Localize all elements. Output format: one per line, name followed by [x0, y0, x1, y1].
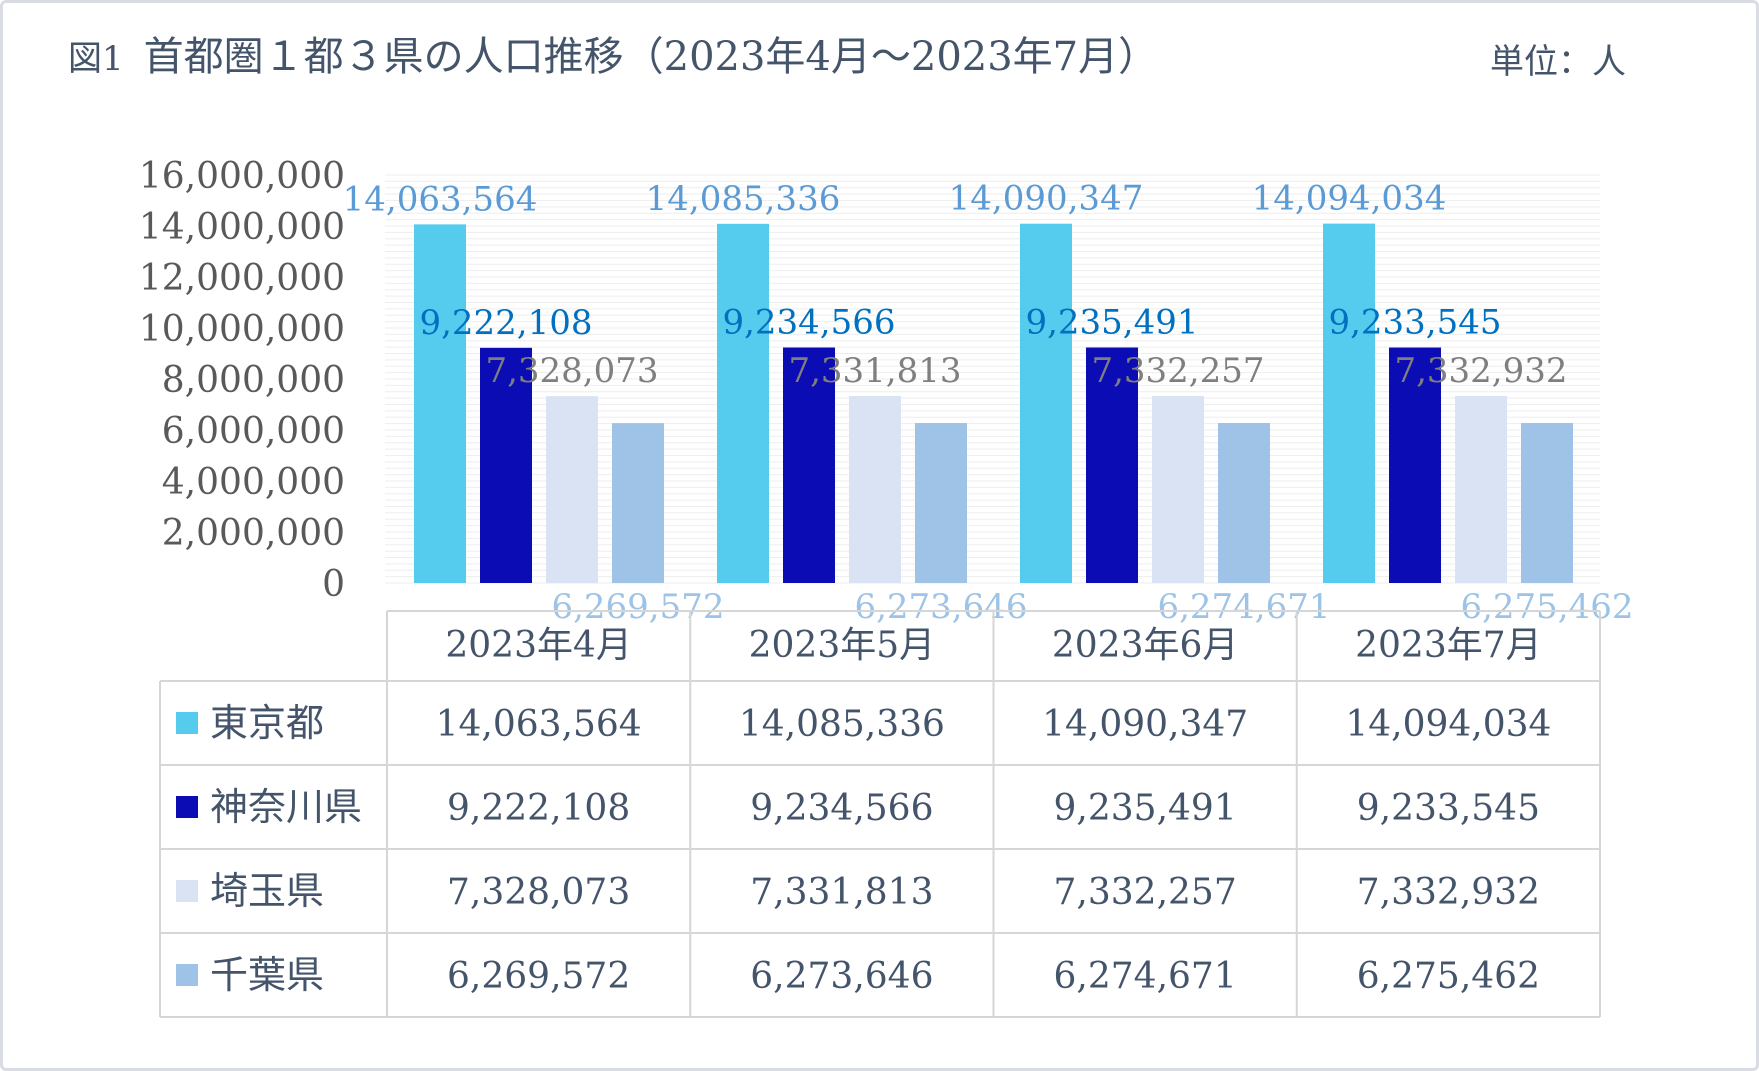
title-text: 首都圏１都３県の人口推移（2023年4月〜2023年7月） [143, 34, 1159, 80]
x-category-label: 2023年5月 [749, 625, 936, 666]
data-label: 9,222,108 [419, 303, 592, 343]
data-label: 14,085,336 [646, 179, 841, 219]
data-label: 14,090,347 [949, 179, 1144, 219]
x-category-label: 2023年7月 [1355, 625, 1542, 666]
table-cell: 6,273,646 [750, 956, 933, 997]
data-label: 7,332,932 [1394, 351, 1567, 391]
table-cell: 7,332,932 [1357, 872, 1540, 913]
table-cell: 14,094,034 [1345, 704, 1551, 745]
legend-swatch [176, 964, 198, 986]
data-label: 6,269,572 [551, 587, 724, 627]
data-label: 6,275,462 [1460, 587, 1633, 627]
bar [1020, 223, 1072, 583]
y-tick-label: 6,000,000 [162, 411, 345, 452]
legend-swatch [176, 880, 198, 902]
bar [1323, 223, 1375, 584]
table-cell: 14,085,336 [739, 704, 945, 745]
bar [480, 347, 532, 583]
legend-label: 神奈川県 [210, 785, 362, 829]
y-tick-label: 2,000,000 [162, 513, 345, 554]
bar [783, 347, 835, 583]
table-cell: 7,328,073 [447, 872, 630, 913]
data-label: 6,273,646 [854, 587, 1027, 627]
table-cell: 6,269,572 [447, 956, 630, 997]
data-label: 9,233,545 [1328, 303, 1501, 343]
bar [717, 223, 769, 584]
bar [1521, 422, 1573, 583]
data-label: 9,235,491 [1025, 302, 1198, 342]
bar [1086, 347, 1138, 583]
bar [849, 396, 901, 583]
legend-swatch [176, 796, 198, 818]
bar [1218, 422, 1270, 583]
legend-label: 東京都 [210, 701, 324, 745]
table-cell: 9,235,491 [1054, 788, 1237, 829]
y-tick-label: 14,000,000 [139, 207, 345, 248]
data-label: 7,331,813 [788, 351, 961, 391]
chart-title: 図1 首都圏１都３県の人口推移（2023年4月〜2023年7月） [68, 24, 1158, 82]
table-cell: 7,332,257 [1054, 872, 1237, 913]
bar [414, 224, 466, 583]
y-tick-label: 10,000,000 [139, 309, 345, 350]
table-cell: 9,222,108 [447, 788, 630, 829]
data-label: 9,234,566 [722, 303, 895, 343]
bar [1455, 396, 1507, 583]
bar [1389, 347, 1441, 583]
table-cell: 9,234,566 [750, 788, 933, 829]
bar [915, 423, 967, 583]
y-tick-label: 16,000,000 [139, 156, 345, 197]
bar [612, 423, 664, 583]
data-label: 7,328,073 [485, 351, 658, 391]
bar [546, 396, 598, 583]
table-cell: 9,233,545 [1357, 788, 1540, 829]
legend-swatch [176, 712, 198, 734]
data-label: 6,274,671 [1157, 587, 1330, 627]
table-cell: 6,275,462 [1357, 956, 1540, 997]
data-label: 14,094,034 [1252, 179, 1447, 219]
x-category-label: 2023年4月 [445, 625, 632, 666]
table-cell: 7,331,813 [750, 872, 933, 913]
table-cell: 14,063,564 [436, 704, 642, 745]
unit-label: 単位：人 [1490, 42, 1626, 82]
y-tick-label: 8,000,000 [162, 360, 345, 401]
x-category-label: 2023年6月 [1052, 625, 1239, 666]
data-label: 7,332,257 [1091, 351, 1264, 391]
table-cell: 6,274,671 [1054, 956, 1237, 997]
legend-label: 埼玉県 [210, 869, 324, 913]
table-cell: 14,090,347 [1042, 704, 1248, 745]
bar [1152, 396, 1204, 583]
y-tick-label: 0 [322, 564, 345, 605]
y-tick-label: 12,000,000 [139, 258, 345, 299]
data-label: 14,063,564 [343, 179, 538, 219]
legend-label: 千葉県 [210, 953, 324, 997]
figure-label: 図1 [68, 39, 124, 79]
y-tick-label: 4,000,000 [162, 462, 345, 503]
